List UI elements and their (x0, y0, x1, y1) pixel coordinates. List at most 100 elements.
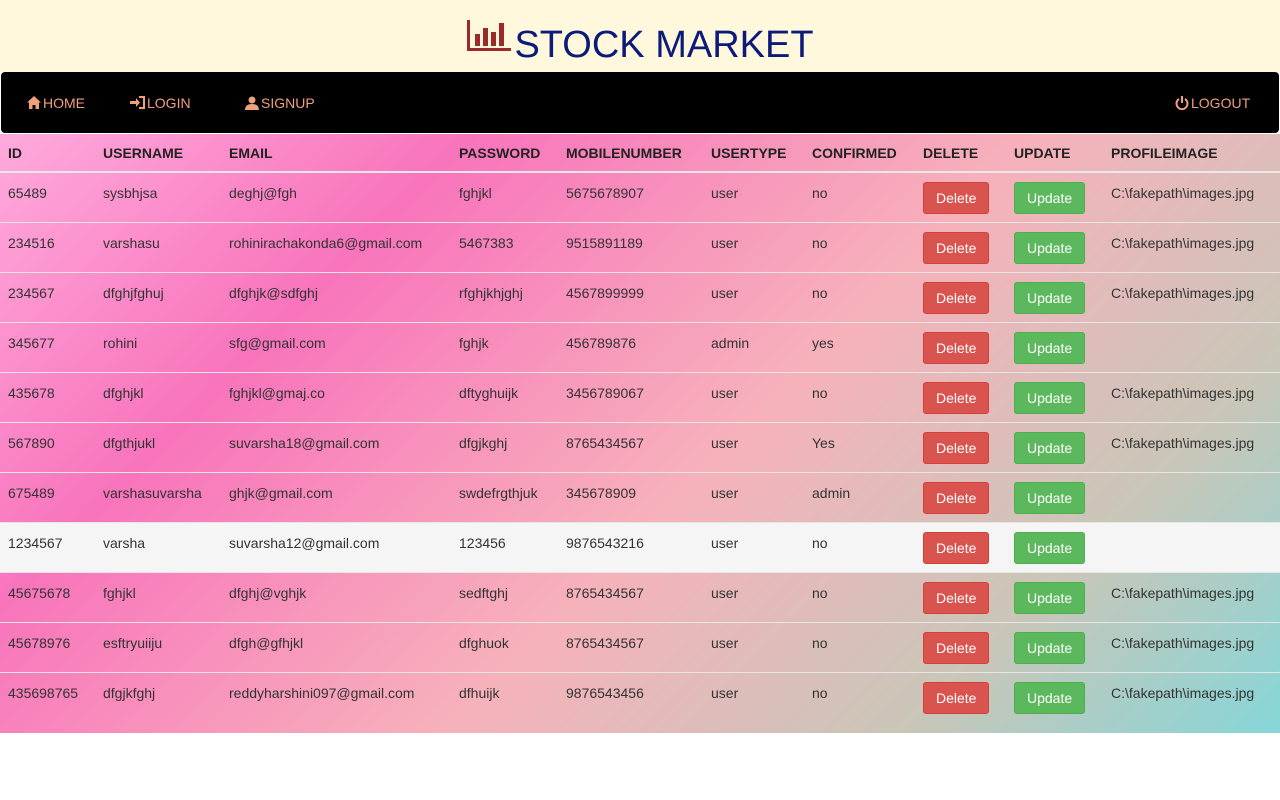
login-icon (130, 96, 145, 109)
delete-button[interactable]: Delete (923, 431, 990, 464)
cell-update: Update (1006, 521, 1103, 572)
home-icon (27, 96, 41, 109)
update-button[interactable]: Update (1014, 381, 1086, 414)
cell-username: dfghjkl (95, 371, 221, 422)
cell-mobilenumber: 8765434567 (558, 571, 703, 622)
cell-password: 5467383 (451, 221, 558, 272)
delete-button[interactable]: Delete (923, 631, 990, 664)
cell-username: varsha (95, 521, 221, 572)
cell-id: 675489 (0, 471, 95, 522)
delete-button[interactable]: Delete (923, 531, 990, 564)
nav-signup-label: SIGNUP (261, 94, 315, 111)
cell-usertype: user (703, 671, 804, 722)
update-button[interactable]: Update (1014, 281, 1086, 314)
update-button[interactable]: Update (1014, 581, 1086, 614)
cell-profileimage: C:\fakepath\images.jpg (1103, 421, 1280, 472)
cell-profileimage: C:\fakepath\images.jpg (1103, 271, 1280, 322)
nav-signup-link[interactable]: SIGNUP (245, 72, 315, 133)
cell-username: esftryuiiju (95, 621, 221, 672)
update-button[interactable]: Update (1014, 231, 1086, 264)
header-profileimage: PROFILEIMAGE (1103, 134, 1280, 173)
cell-email: dfgh@gfhjkl (221, 621, 451, 672)
cell-profileimage: C:\fakepath\images.jpg (1103, 371, 1280, 422)
cell-usertype: user (703, 571, 804, 622)
cell-password: swdefrgthjuk (451, 471, 558, 522)
nav-home-link[interactable]: HOME (27, 72, 85, 133)
nav-logout-link[interactable]: LOGOUT (1175, 72, 1250, 133)
bar-chart-icon (466, 18, 512, 72)
header-username: USERNAME (95, 134, 221, 173)
cell-delete: Delete (915, 521, 1006, 572)
cell-update: Update (1006, 271, 1103, 322)
navbar: HOME LOGIN SIGNUP LOGOUT (1, 72, 1279, 133)
delete-button[interactable]: Delete (923, 231, 990, 264)
cell-update: Update (1006, 371, 1103, 422)
delete-button[interactable]: Delete (923, 581, 990, 614)
cell-password: sedftghj (451, 571, 558, 622)
nav-login-link[interactable]: LOGIN (130, 72, 191, 133)
cell-confirmed: no (804, 171, 915, 222)
nav-home-label: HOME (43, 94, 85, 111)
delete-button[interactable]: Delete (923, 182, 990, 214)
cell-delete: Delete (915, 371, 1006, 422)
update-button[interactable]: Update (1014, 531, 1086, 564)
delete-button[interactable]: Delete (923, 481, 990, 514)
delete-button[interactable]: Delete (923, 381, 990, 414)
header-delete: DELETE (915, 134, 1006, 173)
cell-usertype: user (703, 171, 804, 222)
nav-logout-label: LOGOUT (1191, 94, 1251, 111)
table-row: 45678976 esftryuiiju dfgh@gfhjkl dfghuok… (0, 621, 1280, 672)
cell-usertype: user (703, 471, 804, 522)
cell-password: fghjkl (451, 171, 558, 222)
table-row: 345677 rohini sfg@gmail.com fghjk 456789… (0, 321, 1280, 372)
update-button[interactable]: Update (1014, 431, 1086, 464)
cell-email: fghjkl@gmaj.co (221, 371, 451, 422)
cell-delete: Delete (915, 571, 1006, 622)
cell-delete: Delete (915, 671, 1006, 722)
cell-email: rohinirachakonda6@gmail.com (221, 221, 451, 272)
cell-confirmed: no (804, 371, 915, 422)
cell-update: Update (1006, 571, 1103, 622)
cell-password: rfghjkhjghj (451, 271, 558, 322)
cell-update: Update (1006, 221, 1103, 272)
cell-delete: Delete (915, 421, 1006, 472)
delete-button[interactable]: Delete (923, 331, 990, 364)
header-usertype: USERTYPE (703, 134, 804, 173)
cell-id: 234516 (0, 221, 95, 272)
cell-password: fghjk (451, 321, 558, 372)
cell-id: 65489 (0, 171, 95, 222)
users-table-container: ID USERNAME EMAIL PASSWORD MOBILENUMBER … (0, 134, 1280, 733)
cell-confirmed: admin (804, 471, 915, 522)
cell-mobilenumber: 8765434567 (558, 621, 703, 672)
cell-password: 123456 (451, 521, 558, 572)
update-button[interactable]: Update (1014, 481, 1086, 514)
cell-username: sysbhjsa (95, 171, 221, 222)
power-icon (1175, 95, 1189, 110)
cell-update: Update (1006, 171, 1103, 222)
table-row: 435678 dfghjkl fghjkl@gmaj.co dftyghuijk… (0, 371, 1280, 422)
cell-mobilenumber: 456789876 (558, 321, 703, 372)
cell-id: 45675678 (0, 571, 95, 622)
update-button[interactable]: Update (1014, 182, 1086, 214)
table-row: 65489 sysbhjsa deghj@fgh fghjkl 56756789… (0, 171, 1280, 222)
cell-profileimage (1103, 321, 1280, 372)
cell-profileimage (1103, 471, 1280, 522)
nav-login-label: LOGIN (147, 94, 191, 111)
cell-confirmed: no (804, 271, 915, 322)
delete-button[interactable]: Delete (923, 681, 990, 714)
cell-update: Update (1006, 471, 1103, 522)
update-button[interactable]: Update (1014, 331, 1086, 364)
cell-delete: Delete (915, 221, 1006, 272)
cell-username: varshasu (95, 221, 221, 272)
cell-id: 345677 (0, 321, 95, 372)
table-row: 567890 dfgthjukl suvarsha18@gmail.com df… (0, 421, 1280, 472)
header-id: ID (0, 134, 95, 173)
cell-delete: Delete (915, 171, 1006, 222)
cell-id: 435678 (0, 371, 95, 422)
page-header: STOCK MARKET (0, 0, 1280, 72)
delete-button[interactable]: Delete (923, 281, 990, 314)
cell-email: sfg@gmail.com (221, 321, 451, 372)
cell-confirmed: no (804, 571, 915, 622)
update-button[interactable]: Update (1014, 681, 1086, 714)
update-button[interactable]: Update (1014, 631, 1086, 664)
